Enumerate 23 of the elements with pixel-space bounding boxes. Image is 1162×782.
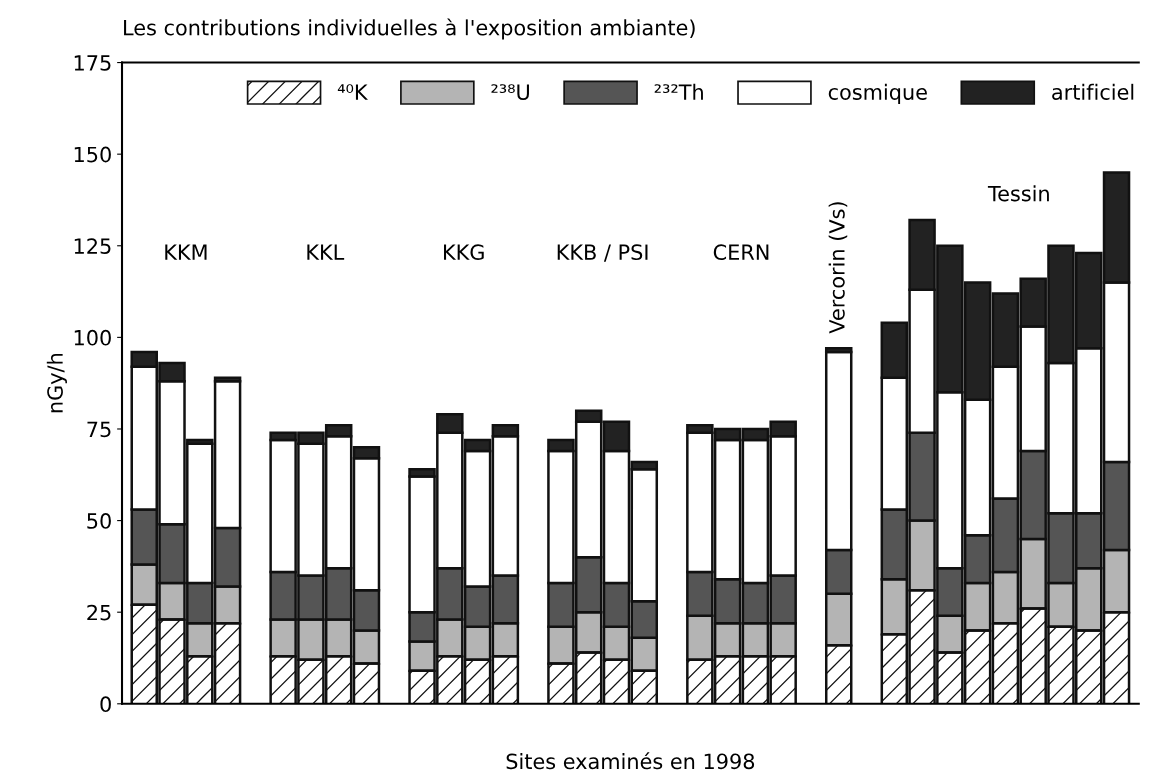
legend-label: ²³⁸U <box>491 84 529 100</box>
y-tick-label: 50 <box>87 513 111 529</box>
annotation: CERN <box>713 244 769 261</box>
annotation: KKB / PSI <box>557 244 648 262</box>
annotation: Vercorin (Vs) <box>828 202 848 334</box>
legend-label: cosmique <box>828 83 927 104</box>
legend-label: ²³²Th <box>654 83 703 100</box>
y-axis-title: nGy/h <box>46 354 67 413</box>
y-tick-label: 125 <box>74 238 111 254</box>
y-tick-label: 75 <box>87 421 111 438</box>
chart-title: Les contributions individuelles à l'exposition ambiante) <box>124 18 695 40</box>
y-tick-label: 175 <box>74 55 111 71</box>
legend-label: artificiel <box>1052 83 1134 100</box>
y-tick-label: 100 <box>74 329 111 346</box>
y-tick-label: 150 <box>74 146 111 163</box>
annotation: KKG <box>444 244 484 261</box>
annotation: KKM <box>165 244 207 260</box>
y-tick-label: 25 <box>87 604 111 621</box>
x-axis-title: Sites examinés en 1998 <box>506 752 755 770</box>
legend-label: ⁴⁰K <box>337 84 368 100</box>
annotation: KKL <box>307 244 345 260</box>
annotation: Tessin <box>987 185 1049 202</box>
y-tick-label: 0 <box>100 696 111 713</box>
